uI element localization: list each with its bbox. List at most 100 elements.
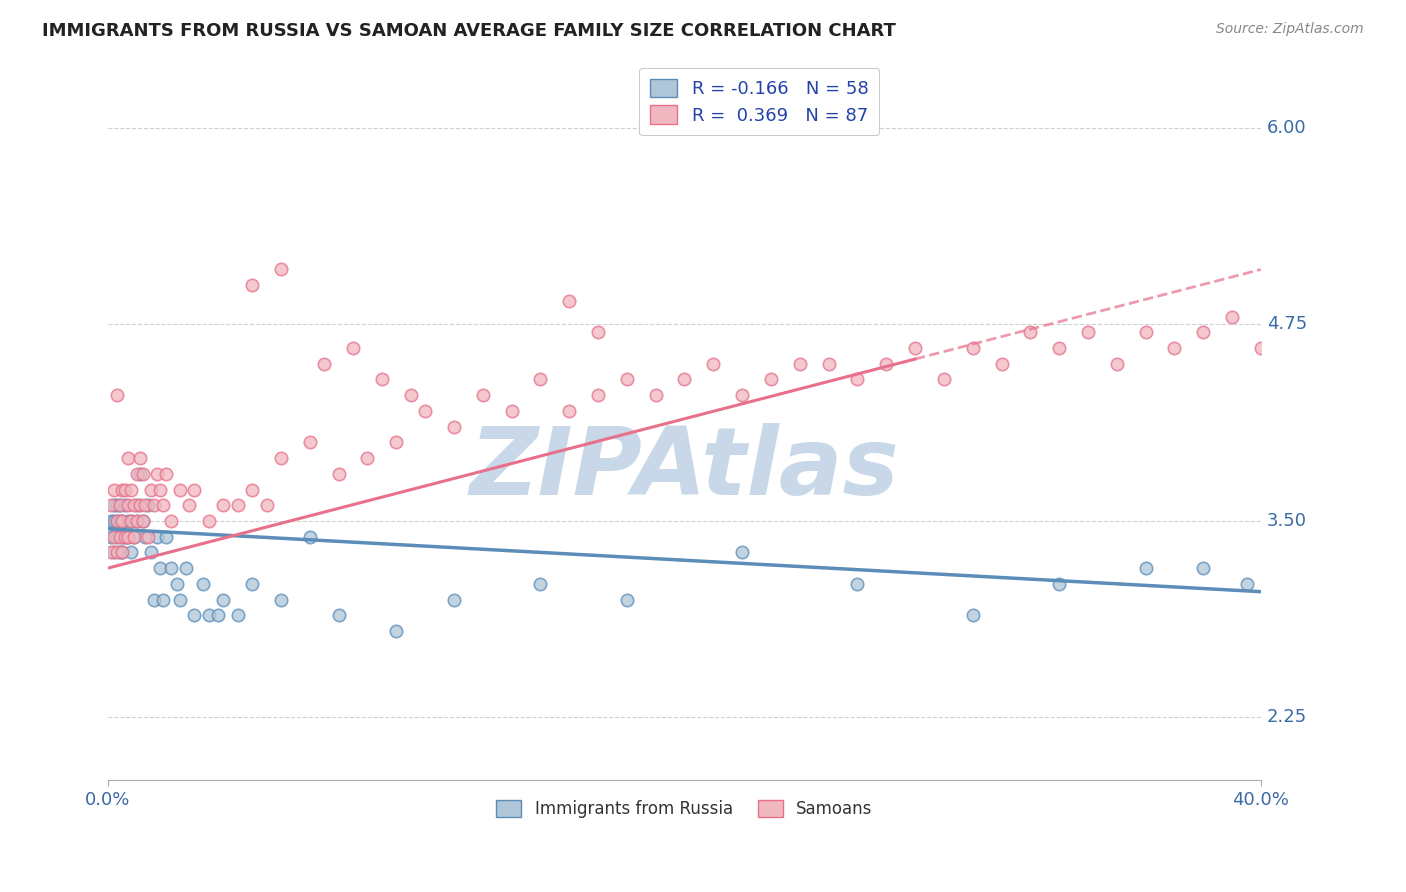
Point bbox=[111, 545, 134, 559]
Point bbox=[207, 608, 229, 623]
Point bbox=[120, 483, 142, 497]
Point bbox=[1047, 341, 1070, 355]
Point bbox=[100, 498, 122, 512]
Point bbox=[120, 545, 142, 559]
Point bbox=[108, 498, 131, 512]
Point bbox=[103, 545, 125, 559]
Point bbox=[644, 388, 666, 402]
Point bbox=[103, 498, 125, 512]
Point bbox=[131, 514, 153, 528]
Point bbox=[177, 498, 200, 512]
Point bbox=[240, 483, 263, 497]
Text: ZIPAtlas: ZIPAtlas bbox=[470, 423, 900, 515]
Point bbox=[586, 326, 609, 340]
Point bbox=[240, 278, 263, 293]
Point bbox=[108, 498, 131, 512]
Point bbox=[100, 514, 122, 528]
Point bbox=[138, 530, 160, 544]
Point bbox=[105, 545, 128, 559]
Point bbox=[111, 545, 134, 559]
Point bbox=[371, 372, 394, 386]
Point bbox=[270, 262, 292, 277]
Point bbox=[616, 372, 638, 386]
Point bbox=[103, 483, 125, 497]
Point bbox=[120, 514, 142, 528]
Point bbox=[212, 498, 235, 512]
Point bbox=[616, 592, 638, 607]
Point bbox=[117, 530, 139, 544]
Point bbox=[108, 545, 131, 559]
Point bbox=[100, 545, 122, 559]
Point bbox=[962, 341, 984, 355]
Point bbox=[558, 293, 581, 308]
Point bbox=[122, 530, 145, 544]
Point bbox=[1135, 326, 1157, 340]
Text: 4.75: 4.75 bbox=[1267, 316, 1308, 334]
Point bbox=[103, 514, 125, 528]
Text: 2.25: 2.25 bbox=[1267, 708, 1308, 726]
Point bbox=[125, 514, 148, 528]
Point bbox=[256, 498, 278, 512]
Point bbox=[111, 514, 134, 528]
Point bbox=[141, 483, 163, 497]
Point bbox=[125, 498, 148, 512]
Point bbox=[385, 624, 408, 638]
Point bbox=[875, 357, 897, 371]
Point bbox=[131, 514, 153, 528]
Point bbox=[105, 498, 128, 512]
Point bbox=[134, 530, 156, 544]
Point bbox=[108, 514, 131, 528]
Point bbox=[529, 577, 551, 591]
Point bbox=[143, 592, 166, 607]
Point bbox=[413, 404, 436, 418]
Point bbox=[191, 577, 214, 591]
Point bbox=[105, 514, 128, 528]
Point bbox=[673, 372, 696, 386]
Point bbox=[356, 451, 378, 466]
Point bbox=[1105, 357, 1128, 371]
Point bbox=[314, 357, 336, 371]
Point bbox=[114, 498, 136, 512]
Point bbox=[138, 498, 160, 512]
Point bbox=[212, 592, 235, 607]
Point bbox=[731, 388, 754, 402]
Point bbox=[114, 530, 136, 544]
Point bbox=[529, 372, 551, 386]
Point bbox=[1192, 326, 1215, 340]
Point bbox=[169, 483, 191, 497]
Point bbox=[1220, 310, 1243, 324]
Point bbox=[270, 592, 292, 607]
Point bbox=[586, 388, 609, 402]
Legend: Immigrants from Russia, Samoans: Immigrants from Russia, Samoans bbox=[489, 794, 879, 825]
Point bbox=[146, 530, 169, 544]
Point bbox=[160, 561, 183, 575]
Point bbox=[1135, 561, 1157, 575]
Point bbox=[1047, 577, 1070, 591]
Point bbox=[111, 483, 134, 497]
Point bbox=[146, 467, 169, 481]
Point bbox=[100, 530, 122, 544]
Point bbox=[152, 498, 174, 512]
Point bbox=[558, 404, 581, 418]
Point bbox=[114, 530, 136, 544]
Point bbox=[702, 357, 724, 371]
Point bbox=[105, 530, 128, 544]
Point bbox=[155, 530, 177, 544]
Point bbox=[143, 498, 166, 512]
Text: IMMIGRANTS FROM RUSSIA VS SAMOAN AVERAGE FAMILY SIZE CORRELATION CHART: IMMIGRANTS FROM RUSSIA VS SAMOAN AVERAGE… bbox=[42, 22, 896, 40]
Point bbox=[134, 498, 156, 512]
Point bbox=[1192, 561, 1215, 575]
Point bbox=[125, 514, 148, 528]
Point bbox=[131, 467, 153, 481]
Point bbox=[122, 530, 145, 544]
Text: Source: ZipAtlas.com: Source: ZipAtlas.com bbox=[1216, 22, 1364, 37]
Point bbox=[117, 530, 139, 544]
Point bbox=[789, 357, 811, 371]
Point bbox=[990, 357, 1012, 371]
Point bbox=[108, 530, 131, 544]
Text: 3.50: 3.50 bbox=[1267, 512, 1306, 530]
Point bbox=[471, 388, 494, 402]
Point bbox=[198, 514, 221, 528]
Point bbox=[817, 357, 839, 371]
Point bbox=[183, 608, 205, 623]
